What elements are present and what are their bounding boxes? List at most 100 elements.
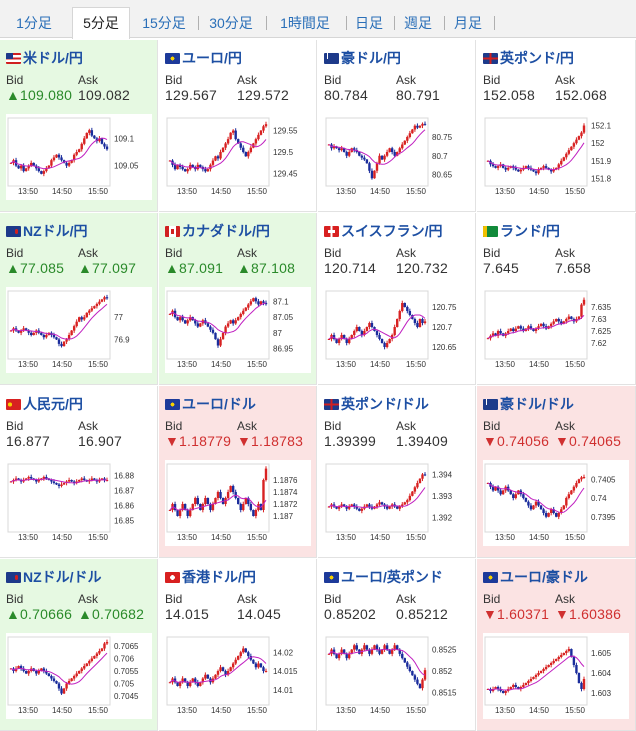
pair-title-link[interactable]: ユーロ/英ポンド	[324, 567, 443, 585]
candle-body	[350, 504, 353, 507]
candle-body	[353, 331, 356, 335]
candle-body	[532, 677, 535, 679]
candle-body	[335, 506, 338, 509]
candle-body	[17, 666, 20, 669]
candle-body	[178, 317, 182, 321]
chart-panel[interactable]: 14.02 14.015 14.01 13:50 14:50 15:50	[165, 633, 311, 719]
candle-body	[254, 298, 258, 302]
candle-body	[524, 683, 528, 685]
pair-title-link[interactable]: スイスフラン/円	[324, 221, 442, 239]
pair-title-link[interactable]: 米ドル/円	[6, 48, 83, 66]
chart-panel[interactable]: 0.7065 0.706 0.7055 0.705 0.7045 13:50 14:50 15…	[6, 633, 152, 719]
pair-title-link[interactable]: NZドル/ドル	[6, 567, 102, 585]
chart-panel[interactable]: 87.1 87.05 87 86.95 13:50 14:50 15:50	[165, 287, 311, 373]
bid-label: Bid	[483, 419, 501, 433]
candle-body	[194, 320, 197, 324]
candle-body	[524, 166, 528, 168]
ask-label: Ask	[555, 419, 576, 433]
candle-body	[176, 317, 179, 321]
chart-frame	[484, 290, 588, 360]
x-tick-label: 14:50	[211, 706, 232, 715]
candle-body	[78, 317, 81, 322]
price-chart: 7.635 7.63 7.625 7.62 13:50 14:50 15:50	[484, 290, 612, 369]
candle-body	[9, 162, 13, 164]
candle-body	[385, 506, 389, 509]
candle-body	[529, 505, 533, 510]
pair-title-link[interactable]: ユーロ/円	[165, 48, 242, 66]
chart-panel[interactable]: 16.88 16.87 16.86 16.85 13:50 14:50 15:50	[6, 460, 152, 546]
chart-panel[interactable]: 7.635 7.63 7.625 7.62 13:50 14:50 15:50	[483, 287, 629, 373]
tab-8[interactable]: 月足	[454, 15, 482, 31]
chart-panel[interactable]: 120.75 120.7 120.65 13:50 14:50 15:50	[324, 287, 470, 373]
chart-panel[interactable]: 1.1876 1.1874 1.1872 1.187 13:50 14:50 15:50	[165, 460, 311, 546]
candle-body	[196, 682, 199, 686]
pair-title-link[interactable]: 豪ドル/ドル	[483, 394, 574, 412]
chart-frame	[7, 636, 111, 706]
chart-panel[interactable]: 152.1 152 151.9 151.8 13:50 14:50 15:50	[483, 114, 629, 200]
pair-title-link[interactable]: ランド/円	[483, 221, 560, 239]
chart-panel[interactable]: 0.8525 0.852 0.8515 13:50 14:50 15:50	[324, 633, 470, 719]
pair-title-link[interactable]: ユーロ/ドル	[165, 394, 256, 412]
pair-title-link[interactable]: 英ポンド/ドル	[324, 394, 429, 412]
candle-body	[582, 299, 586, 305]
candle-body	[519, 687, 523, 689]
tab-2[interactable]: 5分足	[72, 7, 130, 39]
chart-panel[interactable]: 129.55 129.5 129.45 13:50 14:50 15:50	[165, 114, 311, 200]
candle-body	[262, 667, 265, 671]
y-tick-label: 1.392	[432, 513, 453, 522]
pair-title-link[interactable]: 人民元/円	[6, 394, 83, 412]
y-tick-label: 14.01	[273, 686, 294, 695]
tab-4[interactable]: 30分足	[209, 15, 253, 31]
tab-6[interactable]: 日足	[355, 15, 383, 31]
candle-body	[501, 490, 505, 495]
x-tick-label: 13:50	[495, 187, 516, 196]
candle-body	[390, 148, 394, 152]
ask-label: Ask	[555, 73, 576, 87]
pair-title-link[interactable]: カナダドル/円	[165, 221, 270, 239]
candle-body	[57, 154, 61, 158]
candle-body	[398, 649, 401, 654]
pair-title-link[interactable]: 英ポンド/円	[483, 48, 574, 66]
candle-body	[509, 687, 512, 689]
tab-7[interactable]: 週足	[404, 15, 432, 31]
candle-body	[209, 504, 212, 510]
y-tick-label: 0.7055	[114, 667, 139, 676]
price-chart: 80.75 80.7 80.65 13:50 14:50 15:50	[325, 117, 453, 196]
chart-frame	[484, 117, 588, 187]
x-tick-label: 14:50	[52, 706, 73, 715]
candle-body	[173, 678, 177, 683]
candle-body	[345, 653, 348, 659]
pair-title-link[interactable]: ユーロ/豪ドル	[483, 567, 588, 585]
chart-panel[interactable]: 1.605 1.604 1.603 13:50 14:50 15:50	[483, 633, 629, 719]
chart-panel[interactable]: 109.1 109.05 13:50 14:50 15:50	[6, 114, 152, 200]
chart-panel[interactable]: 80.75 80.7 80.65 13:50 14:50 15:50	[324, 114, 470, 200]
candle-body	[27, 477, 30, 479]
tab-3[interactable]: 15分足	[142, 15, 186, 31]
candle-body	[249, 147, 253, 152]
candle-body	[580, 132, 583, 137]
au-flag-icon	[324, 53, 339, 64]
tab-1[interactable]: 1分足	[16, 15, 52, 31]
candle-body	[416, 323, 419, 327]
tab-5[interactable]: 1時間足	[280, 15, 330, 31]
candle-body	[562, 157, 565, 161]
candle-body	[388, 506, 391, 509]
candle-body	[580, 683, 583, 689]
candle-body	[52, 678, 56, 681]
rate-cell: 人民元/円 Bid Ask 16.877 16.907 16.88 16.87 16.86 16…	[0, 386, 158, 558]
pair-title-link[interactable]: 豪ドル/円	[324, 48, 401, 66]
rate-cell: 米ドル/円 Bid Ask ▲109.080 109.082 109.1 109.05 13:…	[0, 40, 158, 212]
y-tick-label: 16.87	[114, 487, 135, 496]
rate-cell: ユーロ/円 Bid Ask 129.567 129.572 129.55 129.5 129.…	[159, 40, 317, 212]
candle-body	[178, 682, 182, 686]
moving-average-line	[10, 137, 108, 170]
pair-title-link[interactable]: 香港ドル/円	[165, 567, 256, 585]
bid-label: Bid	[6, 419, 24, 433]
candle-body	[219, 667, 222, 671]
candle-body	[9, 330, 13, 332]
chart-panel[interactable]: 1.394 1.393 1.392 13:50 14:50 15:50	[324, 460, 470, 546]
ask-value: 16.907	[78, 433, 123, 449]
chart-panel[interactable]: 0.7405 0.74 0.7395 13:50 14:50 15:50	[483, 460, 629, 546]
chart-panel[interactable]: 77 76.9 13:50 14:50 15:50	[6, 287, 152, 373]
pair-title-link[interactable]: NZドル/円	[6, 221, 88, 239]
